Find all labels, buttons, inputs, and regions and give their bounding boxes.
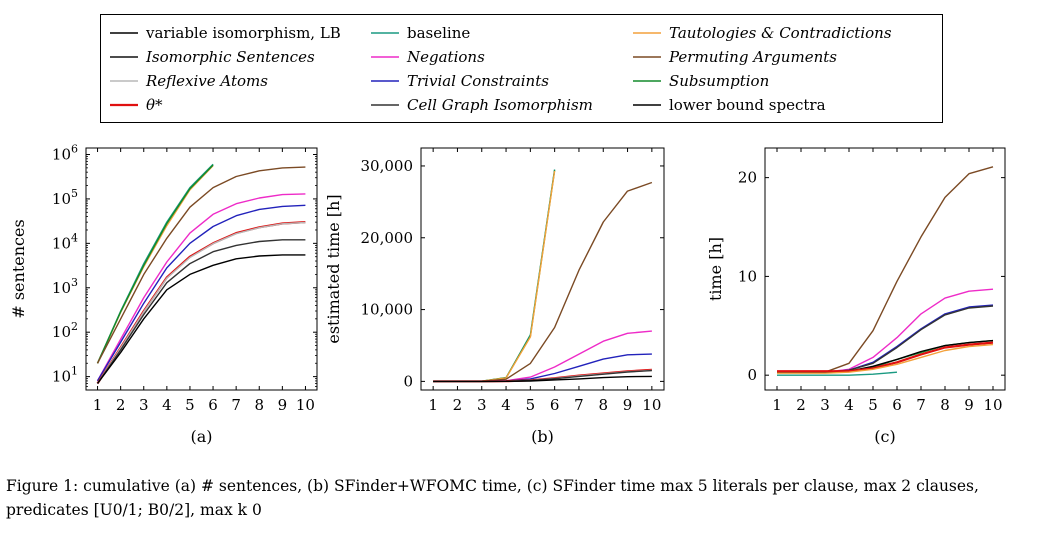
legend-label-tautologies-and-contradictions: Tautologies & Contradictions <box>669 24 892 42</box>
series-line-baseline <box>96 163 214 364</box>
x-tick-label: 10 <box>296 396 315 414</box>
x-tick-label: 7 <box>231 396 241 414</box>
legend-label-variable-isomorphism-lb: variable isomorphism, LB <box>145 24 341 42</box>
panel-c: 1 2 3 4 5 6 7 8 9 10 0 10 20 time [h] (c) <box>706 147 1006 446</box>
legend-label-trivial-constraints: Trivial Constraints <box>407 72 549 90</box>
x-tick-label: 5 <box>526 396 536 414</box>
series-line-trivial-constraints <box>96 204 306 382</box>
panel-label: (a) <box>190 427 212 446</box>
legend-box <box>100 14 943 123</box>
x-tick-label: 3 <box>820 396 830 414</box>
figure-svg: variable isomorphism, LB baseline Tautolog… <box>9 14 1006 446</box>
legend-label-baseline: baseline <box>407 24 470 42</box>
series-line-lower-bound-spectra <box>433 375 652 383</box>
x-tick-label: 10 <box>983 396 1002 414</box>
y-tick-label: 0 <box>403 372 413 390</box>
legend-label-permuting-arguments: Permuting Arguments <box>668 48 837 66</box>
series-line-reflexive-atoms <box>96 221 306 384</box>
x-tick-label: 6 <box>892 396 902 414</box>
x-tick-label: 8 <box>940 396 950 414</box>
x-tick-label: 9 <box>278 396 288 414</box>
y-tick-label: 104 <box>52 231 78 252</box>
y-axis-label: estimated time [h] <box>324 194 343 343</box>
series-line-variable-isomorphism-lb <box>96 254 306 384</box>
y-tick-label: 105 <box>52 187 78 208</box>
x-tick-label: 3 <box>139 396 149 414</box>
x-tick-label: 2 <box>453 396 463 414</box>
legend-label-reflexive-atoms: Reflexive Atoms <box>145 72 268 90</box>
y-tick-label: 30,000 <box>361 157 414 175</box>
axes-frame <box>764 147 1006 391</box>
x-tick-label: 4 <box>844 396 854 414</box>
x-tick-label: 1 <box>772 396 782 414</box>
y-tick-label: 20 <box>738 169 757 187</box>
panel-label: (b) <box>531 427 554 446</box>
series-line-baseline <box>777 371 898 376</box>
axes-frame <box>85 147 318 391</box>
series-line-theta-star <box>777 341 994 373</box>
y-tick-label: 101 <box>52 365 78 386</box>
y-axis-label: # sentences <box>9 219 28 318</box>
x-tick-label: 7 <box>574 396 584 414</box>
x-tick-label: 3 <box>477 396 487 414</box>
x-tick-label: 4 <box>162 396 172 414</box>
y-tick-label: 102 <box>52 320 78 341</box>
legend-label-isomorphic-sentences: Isomorphic Sentences <box>145 48 315 66</box>
y-tick-label: 10,000 <box>361 301 414 319</box>
series-group <box>96 163 306 385</box>
panel-label: (c) <box>874 427 895 446</box>
series-line-cell-graph-isomorphism <box>96 239 306 384</box>
series-line-subsumption <box>433 170 556 383</box>
legend-label-subsumption: Subsumption <box>669 72 769 90</box>
x-tick-label: 8 <box>254 396 264 414</box>
series-line-tautologies-and-contradictions <box>433 170 556 383</box>
y-axis-label: time [h] <box>706 237 725 301</box>
figure-caption: Figure 1: cumulative (a) # sentences, (b… <box>6 477 979 519</box>
legend-label-cell-graph-isomorphism: Cell Graph Isomorphism <box>407 96 593 114</box>
panel-a: 1 2 3 4 5 6 7 8 9 10 101 102 103 104 105 106 # sentences… <box>9 142 318 446</box>
x-tick-label: 5 <box>185 396 195 414</box>
x-tick-label: 10 <box>642 396 661 414</box>
x-tick-label: 7 <box>916 396 926 414</box>
series-line-permuting-arguments <box>777 166 994 373</box>
series-line-permuting-arguments <box>433 181 653 383</box>
x-tick-label: 9 <box>964 396 974 414</box>
x-tick-label: 2 <box>796 396 806 414</box>
x-tick-label: 1 <box>428 396 438 414</box>
x-tick-label: 5 <box>868 396 878 414</box>
y-tick-label: 0 <box>747 366 757 384</box>
x-tick-label: 8 <box>598 396 608 414</box>
series-line-negations <box>777 288 994 373</box>
y-tick-label: 10 <box>738 267 757 285</box>
series-line-tautologies-and-contradictions <box>777 343 994 374</box>
x-tick-label: 1 <box>93 396 103 414</box>
panel-b: 1 2 3 4 5 6 7 8 9 10 0 10,000 20,000 30,000 estimated … <box>324 147 665 446</box>
x-tick-label: 6 <box>208 396 218 414</box>
axes-frame <box>420 147 665 391</box>
series-line-baseline <box>433 169 556 383</box>
series-group <box>433 169 653 383</box>
x-tick-label: 6 <box>550 396 560 414</box>
legend-label-negations: Negations <box>406 48 485 66</box>
legend-label-lower-bound-spectra: lower bound spectra <box>669 96 826 114</box>
x-tick-label: 4 <box>501 396 511 414</box>
x-tick-label: 2 <box>116 396 126 414</box>
legend: variable isomorphism, LB baseline Tautolog… <box>100 14 943 123</box>
x-tick-label: 9 <box>623 396 633 414</box>
y-tick-label: 20,000 <box>361 229 414 247</box>
legend-label-theta-star: θ* <box>146 96 163 114</box>
series-group <box>777 166 994 376</box>
series-line-tautologies-and-contradictions <box>96 165 214 364</box>
y-tick-label: 106 <box>52 142 78 163</box>
y-tick-label: 103 <box>52 276 78 297</box>
series-line-permuting-arguments <box>96 166 306 364</box>
series-line-subsumption <box>96 164 214 364</box>
series-line-negations <box>96 193 306 382</box>
